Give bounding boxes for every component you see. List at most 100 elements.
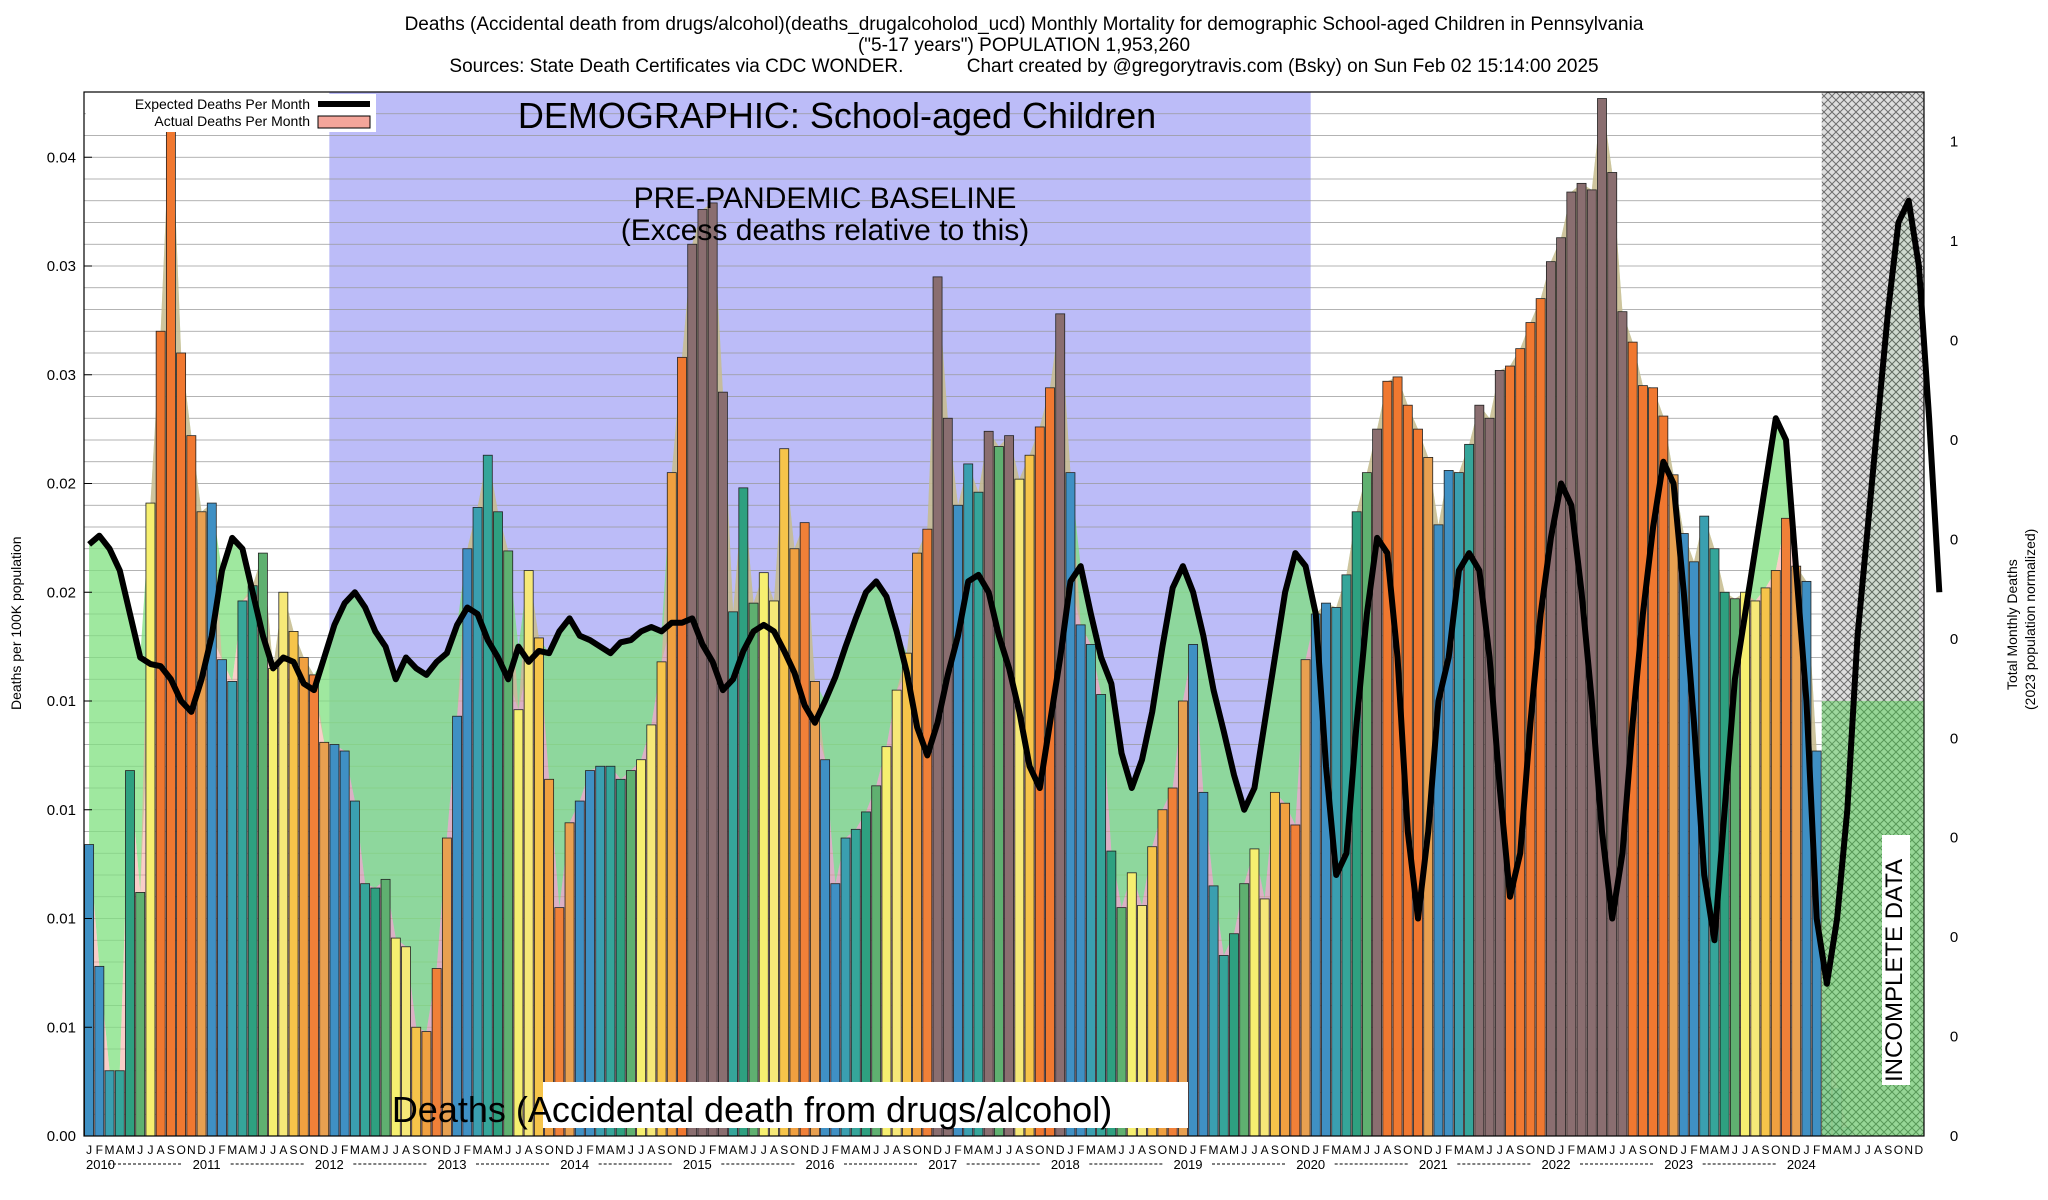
x-month-label: S [412, 1143, 420, 1157]
data-bar [1259, 898, 1270, 1137]
data-bar [1229, 933, 1239, 1137]
data-bar [779, 448, 790, 1137]
x-month-label: S [1762, 1143, 1770, 1157]
data-bar [820, 759, 831, 1137]
x-month-label: A [279, 1143, 287, 1157]
expected-line [87, 197, 1943, 987]
data-bar [1576, 182, 1587, 1137]
x-month-label: S [290, 1143, 298, 1157]
x-month-label: J [638, 1143, 644, 1157]
x-month-label: A [1465, 1143, 1473, 1157]
data-bar [1004, 435, 1015, 1137]
x-month-label: A [1138, 1143, 1146, 1157]
data-bar [319, 741, 330, 1137]
data-bar [809, 681, 820, 1137]
x-month-label: A [1015, 1143, 1023, 1157]
x-month-label: F [1322, 1143, 1329, 1157]
x-month-label: F [832, 1143, 839, 1157]
y-tick-label: 0.01 [47, 1019, 76, 1036]
x-month-label: F [1568, 1143, 1575, 1157]
x-month-label: J [1487, 1143, 1493, 1157]
data-bar [247, 585, 258, 1137]
data-bar [288, 631, 299, 1137]
data-bar [472, 507, 483, 1137]
x-month-label: J [1067, 1143, 1073, 1157]
x-month-label: D [197, 1143, 206, 1157]
x-month-label: J [505, 1143, 511, 1157]
x-month-label: O [912, 1143, 921, 1157]
data-bar [1617, 311, 1628, 1137]
data-bar [237, 600, 248, 1137]
data-bar [993, 446, 1004, 1137]
data-bar [155, 330, 166, 1137]
x-month-label: N [432, 1143, 441, 1157]
x-month-label: J [147, 1143, 153, 1157]
x-month-label: S [1884, 1143, 1892, 1157]
x-month-label: F [1077, 1143, 1084, 1157]
data-bar [329, 744, 340, 1137]
data-bar [1014, 478, 1025, 1137]
x-month-label: S [167, 1143, 175, 1157]
x-month-label: A [852, 1143, 860, 1157]
x-month-label: J [883, 1143, 889, 1157]
y2-tick-label: 0 [1950, 631, 1958, 648]
x-year-label: 2020 [1296, 1157, 1325, 1172]
x-month-label: J [260, 1143, 266, 1157]
x-month-label: J [1313, 1143, 1319, 1157]
x-month-label: S [780, 1143, 788, 1157]
y-tick-label: 0.03 [47, 258, 76, 275]
data-bar [799, 522, 810, 1137]
x-month-label: J [699, 1143, 705, 1157]
x-month-label: J [1865, 1143, 1871, 1157]
data-bar [758, 572, 769, 1137]
data-bar [1556, 237, 1567, 1137]
x-month-label: N [678, 1143, 687, 1157]
x-month-label: M [1597, 1143, 1607, 1157]
x-month-label: M [248, 1143, 258, 1157]
x-month-label: N [1046, 1143, 1055, 1157]
data-bar [145, 502, 156, 1137]
x-month-label: M [1474, 1143, 1484, 1157]
legend-label-actual: Actual Deaths Per Month [154, 113, 310, 129]
x-month-label: M [350, 1143, 360, 1157]
data-bar [646, 724, 657, 1137]
x-month-label: N [1659, 1143, 1668, 1157]
data-bar [135, 892, 146, 1137]
x-month-label: M [1842, 1143, 1852, 1157]
data-bar [1750, 600, 1761, 1137]
x-month-label: S [1394, 1143, 1402, 1157]
y2-tick-label: 0 [1950, 730, 1958, 747]
data-bar [1055, 313, 1066, 1137]
x-month-label: O [1403, 1143, 1412, 1157]
x-month-label: N [800, 1143, 809, 1157]
y2-axis-sublabel: (2023 population normalized) [2022, 528, 2038, 710]
x-month-label: A [974, 1143, 982, 1157]
x-month-label: M [105, 1143, 115, 1157]
x-month-label: O [1894, 1143, 1903, 1157]
x-month-label: N [923, 1143, 932, 1157]
x-month-label: J [1251, 1143, 1257, 1157]
x-month-label: O [790, 1143, 799, 1157]
x-year-label: 2018 [1051, 1157, 1080, 1172]
data-bar [1208, 885, 1219, 1137]
x-month-label: S [1516, 1143, 1524, 1157]
x-month-label: J [1119, 1143, 1125, 1157]
data-bar [165, 98, 176, 1137]
data-bar [94, 965, 105, 1137]
incomplete-label-box [1882, 835, 1910, 1085]
x-month-label: J [1497, 1143, 1503, 1157]
data-bar [1545, 261, 1556, 1137]
x-month-label: M [841, 1143, 851, 1157]
data-bar [1351, 511, 1362, 1137]
x-year-label: 2015 [683, 1157, 712, 1172]
y-tick-label: 0.01 [47, 802, 76, 819]
data-bar [687, 243, 698, 1137]
data-bar [1433, 524, 1444, 1137]
x-year-label: 2017 [928, 1157, 957, 1172]
x-month-label: J [1803, 1143, 1809, 1157]
data-bar [585, 770, 595, 1137]
x-month-label: A [1506, 1143, 1514, 1157]
x-month-label: A [606, 1143, 614, 1157]
x-year-label: 2024 [1787, 1157, 1816, 1172]
x-month-label: M [595, 1143, 605, 1157]
